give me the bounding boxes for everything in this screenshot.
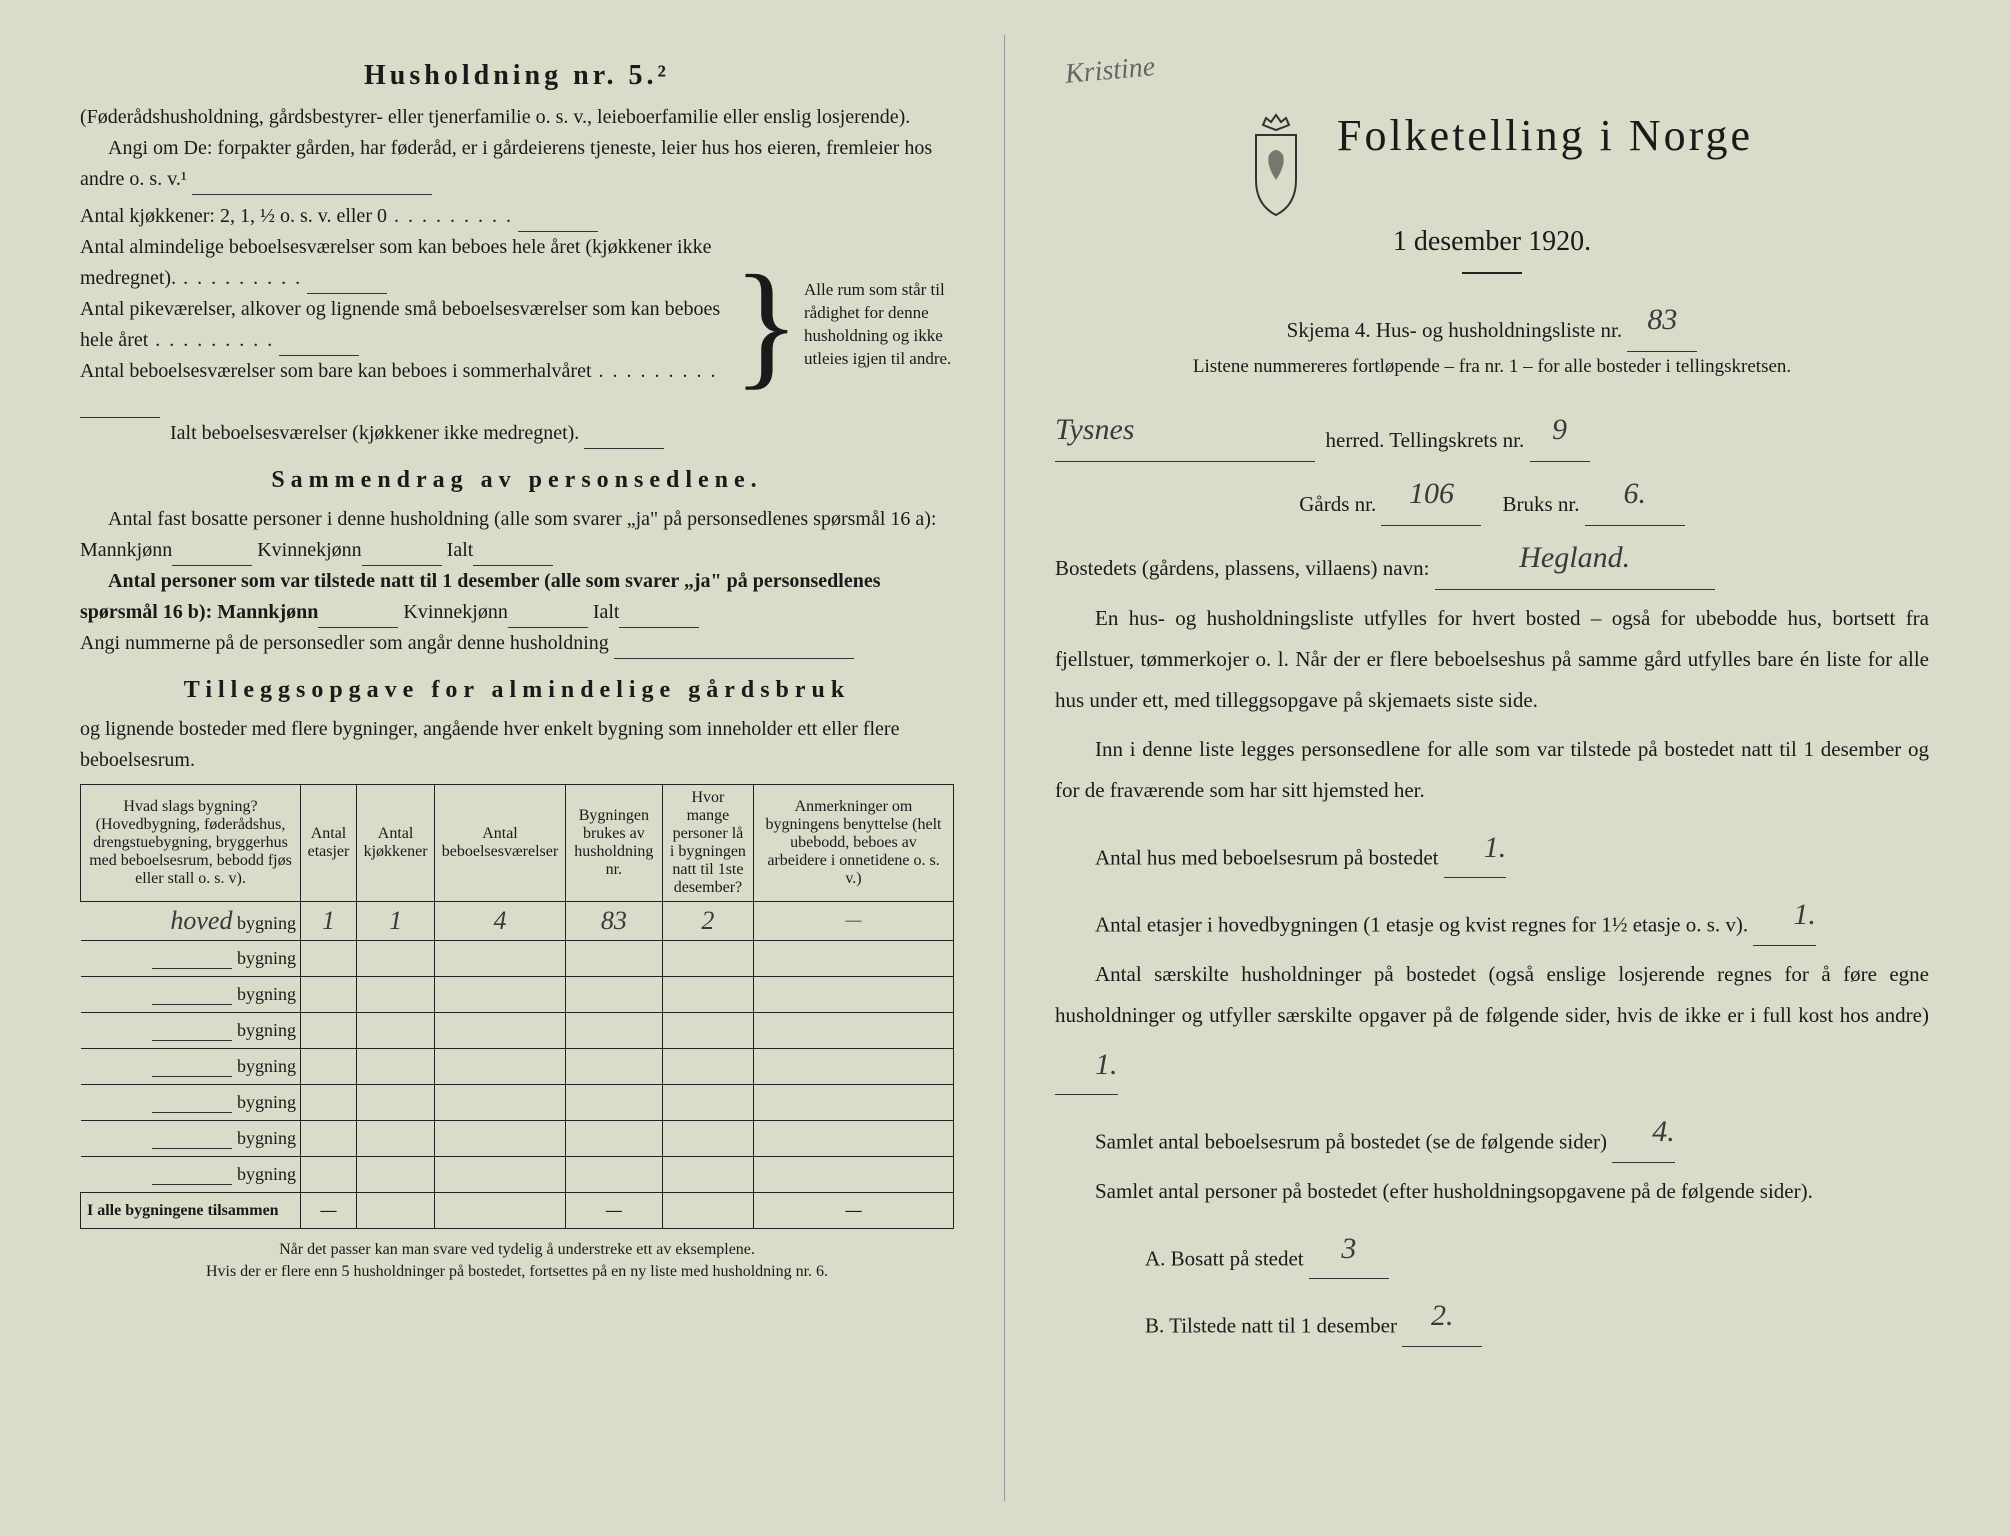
th-kitchens: Antal kjøkkener: [356, 785, 434, 902]
q5-line: Samlet antal personer på bostedet (efter…: [1055, 1171, 1929, 1212]
q1-line: Antal hus med beboelsesrum på bostedet 1…: [1055, 819, 1929, 879]
th-notes: Anmerkninger om bygningens benyttelse (h…: [754, 785, 954, 902]
q2-line: Antal etasjer i hovedbygningen (1 etasje…: [1055, 886, 1929, 946]
main-title: Folketelling i Norge: [1337, 110, 1753, 161]
handwritten-annotation: Kristine: [1064, 51, 1157, 91]
th-floors: Antal etasjer: [301, 785, 357, 902]
schema-line: Skjema 4. Hus- og husholdningsliste nr. …: [1055, 288, 1929, 352]
summary-line-1: Antal fast bosatte personer i denne hush…: [80, 504, 954, 566]
th-type: Hvad slags bygning? (Hovedbygning, føder…: [81, 785, 301, 902]
rooms-brace-block: Antal kjøkkener: 2, 1, ½ o. s. v. eller …: [80, 201, 954, 449]
summary-heading: Sammendrag av personsedlene.: [80, 467, 954, 494]
footnote-1: Når det passer kan man svare ved tydelig…: [80, 1239, 954, 1284]
curly-brace: }: [729, 255, 804, 395]
table-row: bygning: [81, 1085, 954, 1121]
instructions-p2: Inn i denne liste legges personsedlene f…: [1055, 729, 1929, 811]
th-rooms: Antal beboelsesværelser: [435, 785, 566, 902]
summary-line-3: Angi nummerne på de personsedler som ang…: [80, 628, 954, 659]
district-line: Tysnes herred. Tellingskrets nr. 9: [1055, 398, 1929, 462]
qB-line: B. Tilstede natt til 1 desember 2.: [1055, 1287, 1929, 1347]
census-date: 1 desember 1920.: [1055, 226, 1929, 258]
left-page: Husholdning nr. 5.² (Føderådshusholdning…: [30, 35, 1005, 1501]
table-row: bygning: [81, 977, 954, 1013]
right-page: Kristine Folketelling i Norge 1 desember…: [1005, 35, 1979, 1501]
th-persons: Hvor mange personer lå i bygningen natt …: [662, 785, 753, 902]
coat-of-arms-icon: [1231, 110, 1321, 220]
listene-note: Listene nummereres fortløpende – fra nr.…: [1055, 356, 1929, 378]
household-heading: Husholdning nr. 5.²: [80, 60, 954, 92]
supplement-sub: og lignende bosteder med flere bygninger…: [80, 714, 954, 776]
residence-line: Bostedets (gårdens, plassens, villaens) …: [1055, 526, 1929, 590]
table-row: bygning: [81, 941, 954, 977]
table-row: bygning: [81, 1013, 954, 1049]
th-household: Bygningen brukes av husholdning nr.: [565, 785, 662, 902]
sub-note-2: Angi om De: forpakter gården, har føderå…: [80, 133, 954, 195]
summary-line-2: Antal personer som var tilstede natt til…: [80, 566, 954, 628]
table-row: bygning: [81, 1049, 954, 1085]
divider-icon: [1462, 272, 1522, 274]
title-block: Folketelling i Norge 1 desember 1920. Sk…: [1055, 110, 1929, 378]
supplement-heading: Tilleggsopgave for almindelige gårdsbruk: [80, 677, 954, 704]
table-total-row: I alle bygningene tilsammen — — —: [81, 1193, 954, 1229]
table-row: bygning: [81, 1157, 954, 1193]
q4-line: Samlet antal beboelsesrum på bostedet (s…: [1055, 1103, 1929, 1163]
qA-line: A. Bosatt på stedet 3: [1055, 1220, 1929, 1280]
q3-line: Antal særskilte husholdninger på bostede…: [1055, 954, 1929, 1095]
table-row: bygning: [81, 1121, 954, 1157]
farm-line: Gårds nr. 106 Bruks nr. 6.: [1055, 462, 1929, 526]
sub-note-1: (Føderådshusholdning, gårdsbestyrer- ell…: [80, 102, 954, 133]
table-row: hoved bygning 1 1 4 83 2 —: [81, 902, 954, 941]
buildings-table: Hvad slags bygning? (Hovedbygning, føder…: [80, 784, 954, 1229]
instructions-p1: En hus- og husholdningsliste utfylles fo…: [1055, 598, 1929, 721]
brace-note: Alle rum som står til rådighet for denne…: [804, 279, 954, 371]
